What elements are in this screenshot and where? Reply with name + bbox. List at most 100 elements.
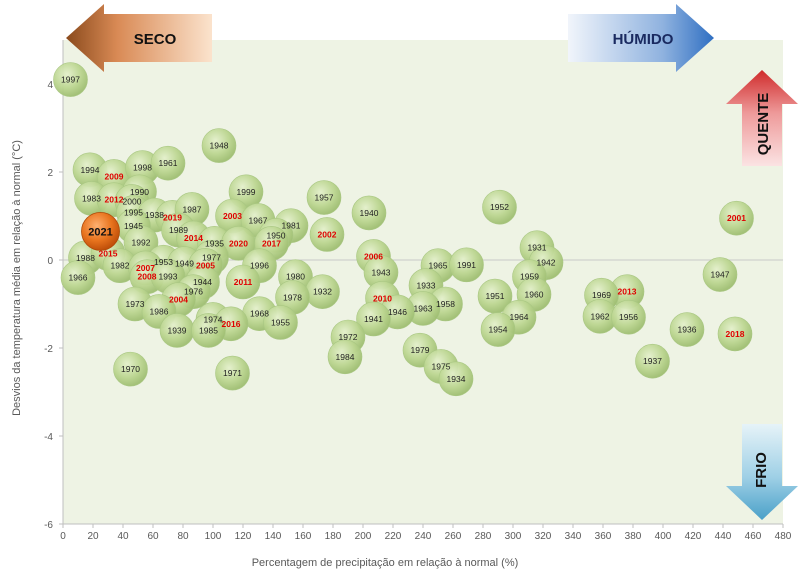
bubble-label-1990: 1990 bbox=[130, 187, 149, 197]
bubbles-layer: 1997 1994 2009 1998 1961 1948 1983 2012 19902000… bbox=[53, 62, 754, 397]
bubble-label-1986: 1986 bbox=[150, 306, 169, 316]
bubble-label-1933: 1933 bbox=[417, 281, 436, 291]
bubble-1970 bbox=[113, 351, 148, 387]
bubble-label-2002: 2002 bbox=[318, 229, 337, 239]
bubble-label-1963: 1963 bbox=[414, 303, 433, 313]
bubble-label-1995: 1995 bbox=[124, 207, 143, 217]
x-tick-label: 0 bbox=[60, 531, 66, 542]
bubble-label-1936: 1936 bbox=[678, 325, 697, 335]
x-tick-label: 440 bbox=[715, 531, 732, 542]
bubble-label-1954: 1954 bbox=[489, 325, 508, 335]
bubble-label-1969: 1969 bbox=[592, 290, 611, 300]
x-tick-label: 100 bbox=[205, 531, 222, 542]
bubble-label-1982: 1982 bbox=[111, 261, 130, 271]
bubble-label-1943: 1943 bbox=[372, 267, 391, 277]
bubble-label-1938: 1938 bbox=[145, 210, 164, 220]
wet-arrow-label: HÚMIDO bbox=[613, 30, 674, 48]
hot-arrow-shape bbox=[726, 70, 798, 166]
bubble-label-1959: 1959 bbox=[520, 272, 539, 282]
bubble-1991 bbox=[449, 247, 484, 283]
bubble-1947 bbox=[702, 257, 738, 292]
bubble-label-1975: 1975 bbox=[432, 361, 451, 371]
bubble-1948 bbox=[201, 128, 237, 163]
cold-arrow-label: FRIO bbox=[753, 452, 770, 488]
bubble-label-1988: 1988 bbox=[76, 253, 95, 263]
bubble-label-1957: 1957 bbox=[315, 193, 334, 203]
x-tick-label: 280 bbox=[475, 531, 492, 542]
bubble-1984 bbox=[327, 339, 363, 375]
x-tick-label: 40 bbox=[117, 531, 129, 542]
bubble-label-2020: 2020 bbox=[229, 238, 248, 248]
x-tick-label: 300 bbox=[505, 531, 522, 542]
bubble-label-1984: 1984 bbox=[336, 352, 355, 362]
x-tick-label: 320 bbox=[535, 531, 552, 542]
bubble-label-2010: 2010 bbox=[373, 293, 392, 303]
bubble-label-1980: 1980 bbox=[286, 272, 305, 282]
bubble-1966 bbox=[60, 260, 96, 295]
bubble-label-2005: 2005 bbox=[196, 260, 215, 270]
bubble-1940 bbox=[351, 195, 387, 231]
bubble-label-1961: 1961 bbox=[159, 158, 178, 168]
bubble-label-1996: 1996 bbox=[250, 261, 269, 271]
y-tick-label: 4 bbox=[47, 80, 53, 91]
bubble-1997 bbox=[53, 62, 88, 97]
bubble-label-1971: 1971 bbox=[223, 368, 242, 378]
bubble-label-1956: 1956 bbox=[619, 312, 638, 322]
bubble-label-1935: 1935 bbox=[205, 238, 224, 248]
bubble-label-1945: 1945 bbox=[124, 221, 143, 231]
x-tick-label: 60 bbox=[147, 531, 159, 542]
bubble-label-1960: 1960 bbox=[525, 289, 544, 299]
bubble-label-1973: 1973 bbox=[126, 299, 145, 309]
bubble-label-2012: 2012 bbox=[105, 195, 124, 205]
x-tick-label: 260 bbox=[445, 531, 462, 542]
bubble-label-1944: 1944 bbox=[193, 277, 212, 287]
bubble-label-1952: 1952 bbox=[490, 202, 509, 212]
bubble-label-1977: 1977 bbox=[202, 252, 221, 262]
bubble-2011 bbox=[225, 264, 261, 300]
bubble-label-1999: 1999 bbox=[237, 187, 256, 197]
bubble-label-1942: 1942 bbox=[537, 258, 556, 268]
bubble-label-2003: 2003 bbox=[223, 211, 242, 221]
bubble-2002 bbox=[309, 217, 345, 252]
bubble-label-2008: 2008 bbox=[138, 272, 157, 282]
x-tick-label: 200 bbox=[355, 531, 372, 542]
x-tick-label: 180 bbox=[325, 531, 342, 542]
bubble-label-1974: 1974 bbox=[204, 314, 223, 324]
bubble-label-2019: 2019 bbox=[163, 212, 182, 222]
x-tick-label: 400 bbox=[655, 531, 672, 542]
bubble-label-2016: 2016 bbox=[222, 319, 241, 329]
x-tick-label: 220 bbox=[385, 531, 402, 542]
hot-arrow: QUENTE bbox=[726, 70, 798, 166]
bubble-label-2000: 2000 bbox=[123, 196, 142, 206]
bubble-1936 bbox=[669, 312, 705, 347]
bubble-label-2014: 2014 bbox=[184, 233, 203, 243]
x-tick-label: 420 bbox=[685, 531, 702, 542]
x-tick-label: 240 bbox=[415, 531, 432, 542]
bubble-label-1992: 1992 bbox=[132, 237, 151, 247]
bubble-label-1932: 1932 bbox=[313, 287, 332, 297]
bubble-label-1976: 1976 bbox=[184, 287, 203, 297]
bubble-label-1937: 1937 bbox=[643, 356, 662, 366]
bubble-label-1934: 1934 bbox=[447, 374, 466, 384]
bubble-label-1939: 1939 bbox=[168, 325, 187, 335]
bubble-label-1962: 1962 bbox=[591, 311, 610, 321]
y-tick-label: -2 bbox=[44, 344, 53, 355]
bubble-1954 bbox=[480, 312, 516, 347]
bubble-label-1968: 1968 bbox=[250, 309, 269, 319]
y-tick-label: -6 bbox=[44, 520, 53, 531]
bubble-1934 bbox=[438, 361, 474, 397]
x-tick-label: 80 bbox=[177, 531, 189, 542]
x-tick-label: 120 bbox=[235, 531, 252, 542]
x-tick-label: 480 bbox=[775, 531, 792, 542]
bubble-1941 bbox=[356, 301, 391, 337]
bubble-label-1931: 1931 bbox=[528, 243, 547, 253]
bubble-1952 bbox=[482, 189, 517, 225]
bubble-label-2015: 2015 bbox=[99, 248, 118, 258]
x-tick-label: 160 bbox=[295, 531, 312, 542]
bubble-label-1985: 1985 bbox=[199, 325, 218, 335]
bubble-1971 bbox=[215, 355, 250, 391]
bubble-label-2017: 2017 bbox=[262, 238, 281, 248]
bubble-label-1949: 1949 bbox=[175, 259, 194, 269]
bubble-label-1994: 1994 bbox=[81, 165, 100, 175]
